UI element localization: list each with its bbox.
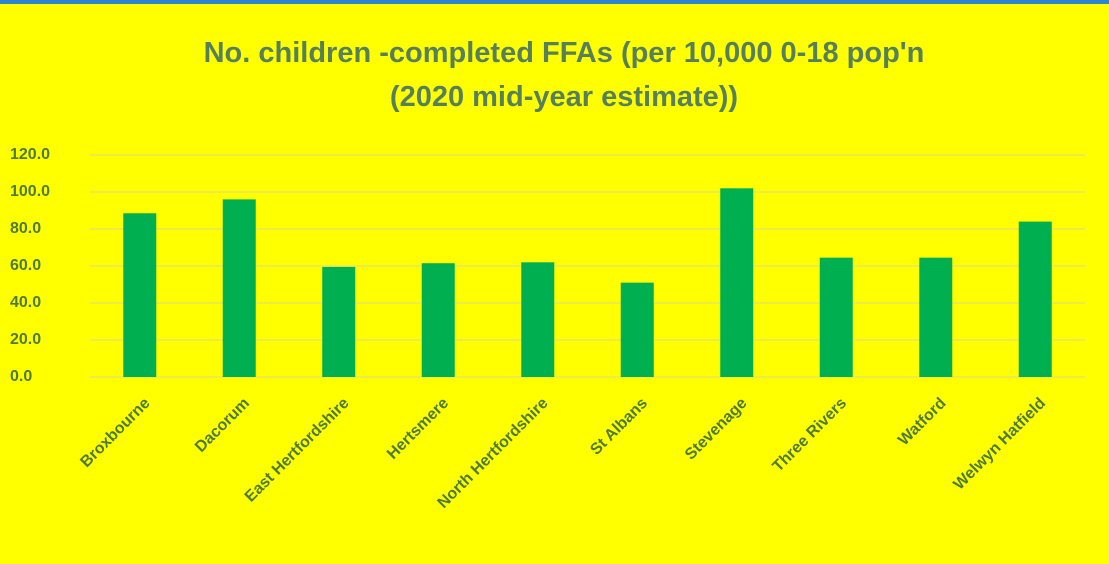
- bar: [521, 262, 555, 377]
- chart-title: No. children -completed FFAs (per 10,000…: [204, 37, 925, 69]
- y-tick-label: 20.0: [10, 331, 41, 348]
- y-tick-label: 0.0: [10, 368, 32, 385]
- bar: [421, 263, 455, 377]
- y-tick-label: 40.0: [10, 294, 41, 311]
- y-tick-label: 60.0: [10, 257, 41, 274]
- bar: [222, 199, 256, 377]
- bar: [620, 282, 654, 377]
- bar: [720, 188, 754, 377]
- bar: [919, 257, 953, 377]
- bar: [819, 257, 853, 377]
- y-tick-label: 80.0: [10, 220, 41, 237]
- chart-subtitle: (2020 mid-year estimate)): [390, 81, 738, 113]
- top-border: [0, 0, 1109, 4]
- y-tick-label: 120.0: [10, 146, 50, 163]
- y-tick-label: 100.0: [10, 183, 50, 200]
- bar: [322, 266, 356, 377]
- bar: [1018, 221, 1052, 377]
- bar: [123, 213, 157, 377]
